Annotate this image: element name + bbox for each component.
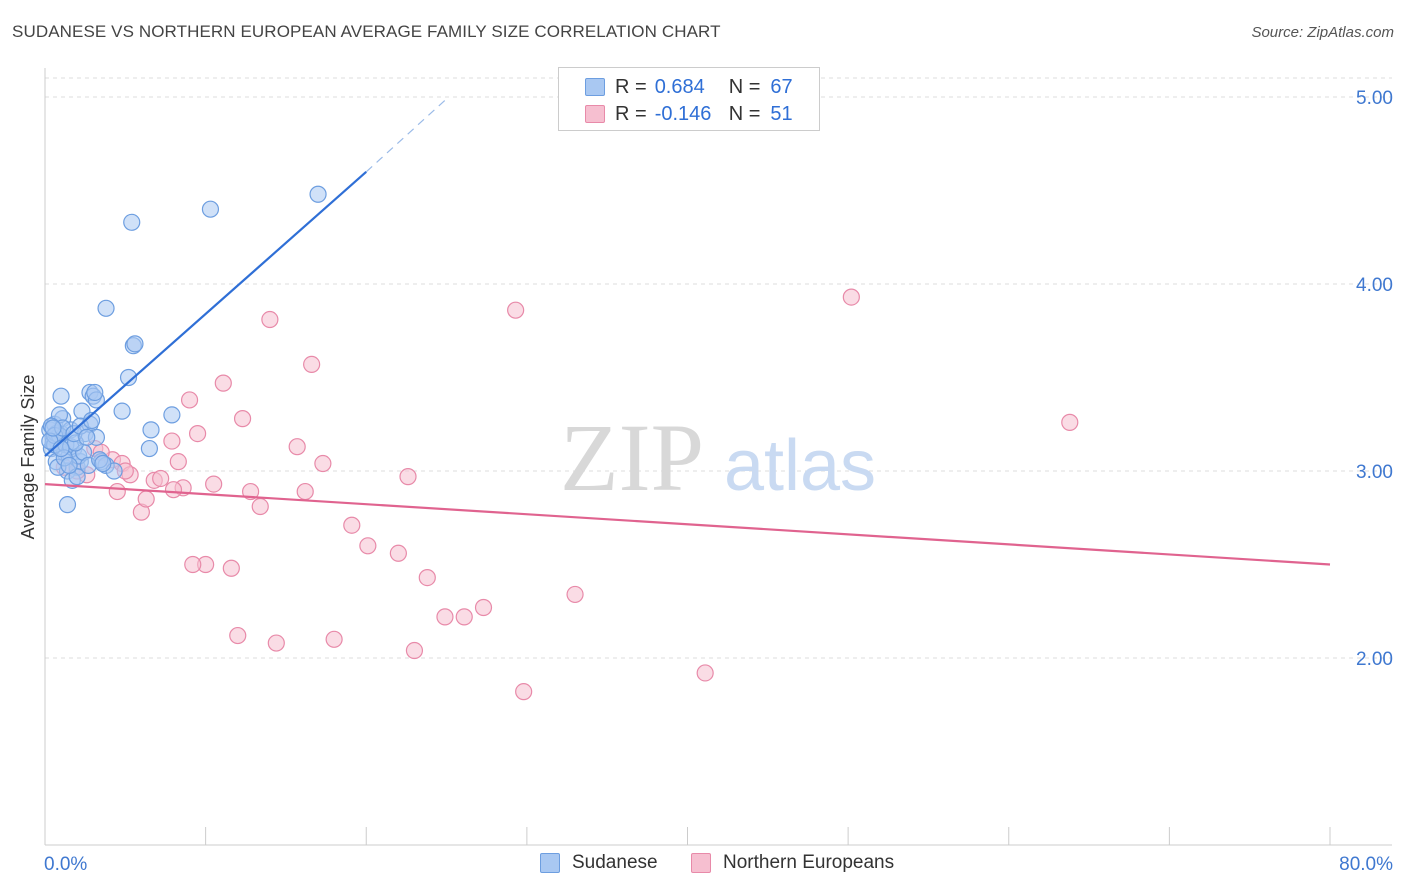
northern-europeans-point <box>303 355 321 374</box>
sudanese-point <box>163 406 181 424</box>
axes <box>44 68 1392 846</box>
legend-label: Northern Europeans <box>723 852 895 873</box>
northern-europeans-point <box>405 641 424 660</box>
northern-europeans-point <box>261 310 279 329</box>
n-label: N = <box>728 102 761 125</box>
sudanese-point <box>86 383 104 402</box>
northern-europeans-point <box>314 454 332 473</box>
r-label: R = <box>615 102 647 125</box>
northern-europeans-point <box>152 469 170 488</box>
northern-europeans-point <box>233 410 252 428</box>
sudanese-points <box>41 185 327 514</box>
watermark: ZIP atlas <box>560 404 876 511</box>
northern-europeans-point <box>418 568 436 587</box>
sudanese-point <box>94 454 112 473</box>
northern-europeans-point <box>399 468 417 486</box>
sudanese-point <box>140 439 159 458</box>
sudanese-point <box>309 185 327 203</box>
legend-item-sudanese[interactable]: Sudanese <box>540 852 658 874</box>
northern-europeans-point <box>180 391 199 409</box>
gridlines <box>45 77 1392 659</box>
sudanese-point <box>142 421 160 439</box>
sudanese-point <box>97 299 115 317</box>
sudanese-swatch <box>585 78 605 96</box>
northern-europeans-point <box>205 475 223 493</box>
northern-europeans-swatch <box>691 853 711 873</box>
n-value: 67 <box>770 75 793 98</box>
sudanese-point <box>78 428 96 446</box>
northern-europeans-point <box>1061 413 1079 431</box>
sudanese-trend-line <box>44 170 367 457</box>
northern-europeans-point <box>696 664 714 682</box>
chart-title: SUDANESE VS NORTHERN EUROPEAN AVERAGE FA… <box>12 22 721 41</box>
legend-item-northern-europeans[interactable]: Northern Europeans <box>691 852 894 874</box>
northern-europeans-point <box>455 608 473 626</box>
y-tick-labels: 2.00 3.00 4.00 5.00 <box>1356 88 1393 670</box>
northern-europeans-point <box>389 544 407 562</box>
trend-lines <box>44 98 1331 566</box>
y-tick-label: 5.00 <box>1356 88 1393 109</box>
x-tick-label: 80.0% <box>1339 854 1393 875</box>
northern-europeans-point <box>436 608 454 626</box>
sudanese-point <box>201 200 220 218</box>
y-axis-label: Average Family Size <box>18 375 38 540</box>
northern-europeans-point <box>566 585 584 604</box>
series-legend: Sudanese Northern Europeans <box>0 852 1406 878</box>
source-label: Source: ZipAtlas.com <box>1251 24 1394 41</box>
legend-label: Sudanese <box>572 852 658 873</box>
northern-europeans-point <box>137 490 155 508</box>
sudanese-trend-extension <box>365 98 447 173</box>
r-label: R = <box>615 75 647 98</box>
legend-row-northern-europeans: R = -0.146 N = 51 <box>559 101 793 127</box>
sudanese-point <box>52 387 70 405</box>
r-value: -0.146 <box>654 102 712 125</box>
sudanese-swatch <box>540 853 560 873</box>
northern-europeans-trend-line <box>44 482 1331 566</box>
northern-europeans-point <box>267 634 285 652</box>
x-tick-labels: 0.0% 80.0% <box>44 854 1393 875</box>
sudanese-point <box>44 419 62 437</box>
northern-europeans-point <box>343 516 361 534</box>
r-value: 0.684 <box>654 75 705 98</box>
n-value: 51 <box>770 102 793 125</box>
sudanese-point <box>123 213 141 231</box>
northern-europeans-point <box>251 497 269 516</box>
northern-europeans-point <box>474 598 493 617</box>
northern-europeans-point <box>229 626 247 645</box>
northern-europeans-point <box>108 482 126 501</box>
northern-europeans-point <box>842 288 860 306</box>
northern-europeans-point <box>163 432 181 450</box>
northern-europeans-point <box>515 683 533 701</box>
northern-europeans-point <box>164 481 183 499</box>
northern-europeans-point <box>214 374 232 392</box>
y-tick-label: 3.00 <box>1356 462 1393 483</box>
northern-europeans-point <box>169 453 187 471</box>
sudanese-point <box>119 368 138 387</box>
sudanese-point <box>126 335 144 353</box>
stats-legend: R = 0.684 N = 67 R = -0.146 N = 51 <box>558 67 820 131</box>
x-tick-label: 0.0% <box>44 854 87 875</box>
northern-europeans-point <box>288 438 306 456</box>
y-tick-label: 4.00 <box>1356 275 1393 296</box>
northern-europeans-swatch <box>585 105 605 123</box>
sudanese-point <box>60 456 78 474</box>
watermark-atlas: atlas <box>724 426 876 506</box>
northern-europeans-point <box>242 482 260 501</box>
sudanese-point <box>113 402 131 420</box>
northern-europeans-point <box>188 425 207 443</box>
n-label: N = <box>728 75 761 98</box>
northern-europeans-point <box>359 537 377 555</box>
northern-europeans-point <box>184 555 202 574</box>
northern-europeans-point <box>222 559 240 577</box>
northern-europeans-point <box>296 482 314 501</box>
watermark-zip: ZIP <box>560 404 704 511</box>
sudanese-point <box>58 496 77 514</box>
legend-row-sudanese: R = 0.684 N = 67 <box>559 74 793 100</box>
northern-europeans-point <box>325 630 343 648</box>
y-tick-label: 2.00 <box>1356 649 1393 670</box>
northern-europeans-point <box>507 301 525 319</box>
